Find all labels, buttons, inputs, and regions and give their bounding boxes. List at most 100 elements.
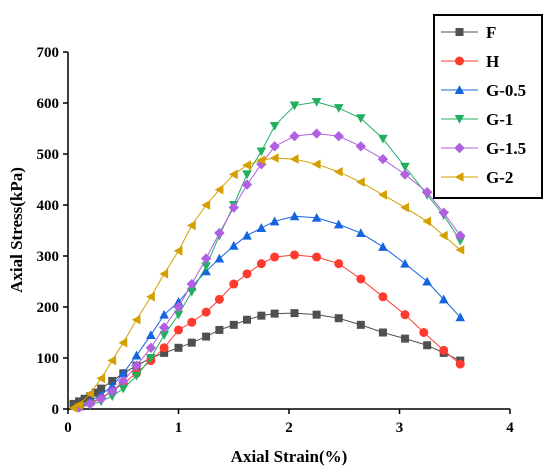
data-point <box>257 311 266 320</box>
data-point <box>242 170 252 180</box>
legend-marker <box>455 56 464 66</box>
data-point <box>419 328 429 337</box>
data-point <box>423 341 432 350</box>
data-point <box>97 384 106 393</box>
legend-marker <box>454 172 464 182</box>
data-point <box>173 301 184 313</box>
data-point <box>201 262 211 271</box>
data-point <box>399 169 411 180</box>
data-point <box>159 343 169 353</box>
data-point <box>131 371 142 381</box>
data-point <box>229 279 239 289</box>
data-point <box>214 294 224 304</box>
legend-marker <box>454 142 465 154</box>
data-point <box>422 276 432 286</box>
data-point <box>214 253 225 263</box>
data-point <box>214 184 224 195</box>
y-tick-label: 200 <box>37 300 60 316</box>
data-point <box>455 236 466 246</box>
data-point <box>84 398 96 410</box>
data-point <box>378 328 387 337</box>
data-point <box>229 320 238 329</box>
data-point <box>256 223 267 232</box>
legend-entry: G-0.5 <box>441 81 526 100</box>
data-point <box>146 330 156 340</box>
data-point <box>438 207 449 218</box>
data-point <box>228 202 239 213</box>
data-point <box>160 348 169 357</box>
data-point <box>270 309 279 318</box>
data-point <box>241 179 253 190</box>
x-ticks: 0 1 2 3 4 <box>64 409 514 436</box>
legend-marker <box>454 85 465 94</box>
data-point <box>159 309 169 319</box>
data-point <box>145 342 157 353</box>
data-point <box>378 242 388 251</box>
series-line <box>78 254 461 407</box>
data-point <box>311 212 322 222</box>
data-point <box>118 368 129 378</box>
data-point <box>69 399 78 408</box>
data-point <box>228 241 239 250</box>
data-point <box>174 325 183 335</box>
legend-entry: H <box>441 52 499 71</box>
data-point <box>146 292 155 302</box>
data-point <box>107 355 117 366</box>
data-point <box>107 385 118 397</box>
data-point <box>401 334 410 343</box>
series-line <box>73 312 461 405</box>
data-point <box>356 228 366 238</box>
legend-label: F <box>486 23 496 42</box>
data-point <box>334 259 344 269</box>
data-point <box>186 278 197 290</box>
data-point <box>455 245 465 255</box>
data-point <box>243 315 252 324</box>
data-point <box>455 312 466 322</box>
data-point <box>187 317 197 327</box>
data-point <box>159 269 169 279</box>
data-point <box>173 310 184 320</box>
x-tick-label: 4 <box>506 420 514 436</box>
data-point <box>269 121 280 131</box>
data-point <box>312 310 321 319</box>
data-point <box>289 211 300 221</box>
data-point <box>333 104 344 113</box>
data-point <box>439 345 449 355</box>
data-point <box>400 310 410 320</box>
data-point <box>158 322 170 333</box>
legend-entry: F <box>441 23 496 42</box>
legend-entry: G-1 <box>441 110 513 129</box>
series-f <box>69 309 465 408</box>
data-point <box>242 269 252 279</box>
data-point <box>269 141 280 152</box>
data-point <box>256 155 266 165</box>
data-point <box>108 376 117 385</box>
data-point <box>333 167 343 177</box>
series-h <box>74 250 465 411</box>
data-point <box>173 246 183 256</box>
data-point <box>96 373 106 384</box>
data-point <box>311 159 321 169</box>
y-ticks: 0 100 200 300 400 500 600 700 <box>37 45 68 418</box>
x-axis-title: Axial Strain(%) <box>231 447 348 466</box>
data-point <box>289 154 299 164</box>
data-point <box>289 101 300 111</box>
data-point <box>256 259 266 269</box>
data-point <box>85 388 95 399</box>
y-tick-label: 700 <box>37 45 60 61</box>
data-point <box>356 177 365 187</box>
legend-label: H <box>486 52 499 71</box>
data-point <box>356 114 366 124</box>
y-tick-label: 500 <box>37 147 60 163</box>
data-point <box>242 160 252 171</box>
data-point <box>421 187 433 198</box>
data-point <box>356 320 365 329</box>
data-point <box>242 230 252 240</box>
data-point <box>107 381 117 391</box>
data-point <box>377 153 389 165</box>
data-point <box>118 375 129 387</box>
data-point <box>202 332 211 341</box>
y-tick-label: 0 <box>52 402 60 418</box>
y-tick-label: 100 <box>37 351 60 367</box>
data-point <box>311 97 322 107</box>
